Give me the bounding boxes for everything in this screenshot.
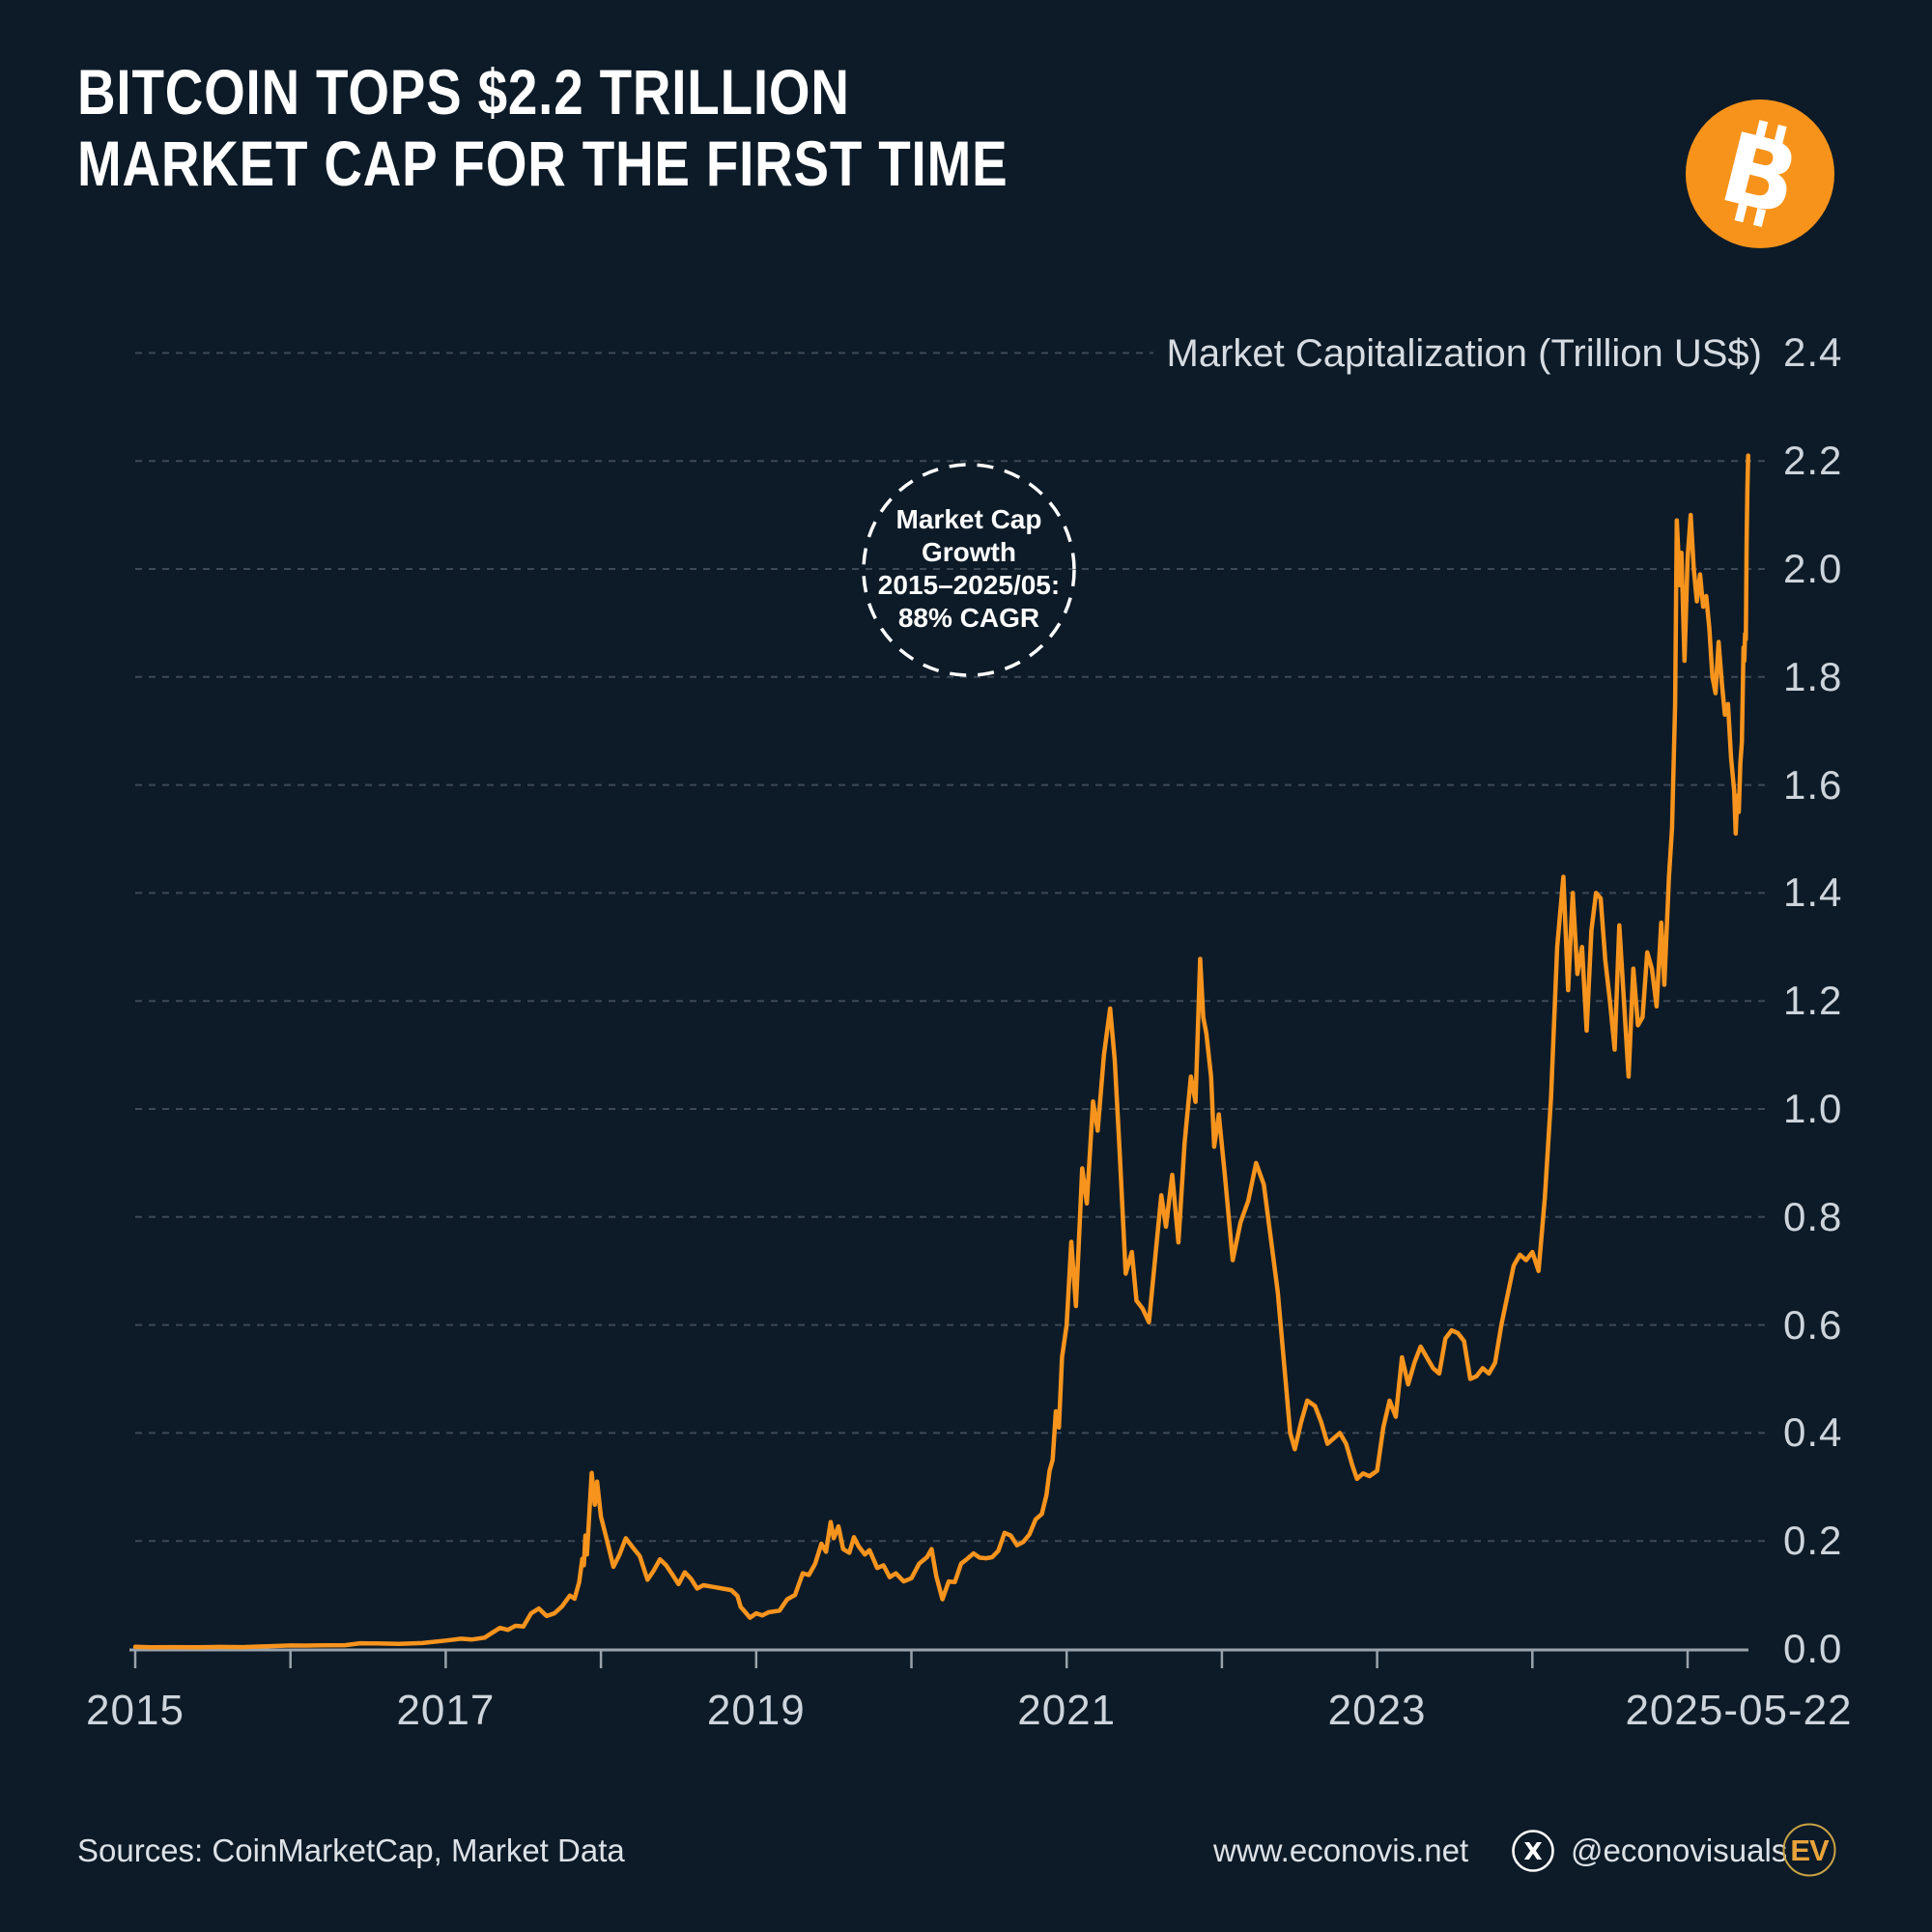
sources-note: Sources: CoinMarketCap, Market Data [77,1833,625,1868]
x-axis-label-2023: 2023 [1327,1687,1427,1734]
x-axis-label-2021: 2021 [1017,1687,1117,1734]
website-link[interactable]: www.econovis.net [1213,1833,1469,1868]
y-axis-label-0.6: 0.6 [1783,1301,1843,1348]
x-axis-label-2015: 2015 [86,1687,185,1734]
bitcoin-market-cap-line [132,453,1750,1650]
y-axis-label-0.8: 0.8 [1783,1193,1843,1239]
x-axis-label-2019: 2019 [706,1687,806,1734]
y-axis-label-1.8: 1.8 [1783,653,1843,699]
y-axis-label-2.4: 2.4 [1783,329,1843,376]
y-axis-label-0.0: 0.0 [1783,1626,1843,1671]
y-axis-label-1.4: 1.4 [1783,869,1843,916]
y-axis-label-0.2: 0.2 [1783,1518,1843,1564]
y-axis-label-2.2: 2.2 [1783,438,1843,484]
page-title-line1: BITCOIN TOPS $2.2 TRILLION [77,56,850,128]
x-axis-label-2025-05-22: 2025-05-22 [1625,1687,1853,1734]
y-axis-label-2.0: 2.0 [1783,546,1843,591]
annotation-line-3: 2015–2025/05: [877,570,1061,600]
page-title-line2: MARKET CAP FOR THE FIRST TIME [77,128,1009,199]
y-axis-label-0.4: 0.4 [1783,1409,1843,1456]
x-axis-label-2017: 2017 [396,1687,496,1734]
x-social-icon[interactable]: X [1511,1829,1555,1873]
annotation-line-1: Market Cap [895,504,1042,534]
page-title: BITCOIN TOPS $2.2 TRILLION MARKET CAP FO… [77,56,1008,199]
annotation-cagr-value: 88% CAGR [897,603,1040,633]
annotation-line-2: Growth [922,537,1016,567]
bitcoin-icon: B [1686,99,1834,248]
svg-text:EV: EV [1790,1833,1830,1867]
cagr-annotation: Market Cap Growth 2015–2025/05: 88% CAGR [814,503,1123,635]
bitcoin-glyph: B [1711,111,1809,239]
y-axis-title: Market Capitalization (Trillion US$) [1152,327,1776,381]
econovis-logo: EV [1782,1823,1836,1877]
y-axis-label-1.0: 1.0 [1783,1086,1843,1131]
y-axis-label-1.2: 1.2 [1783,978,1843,1024]
annotation-circle [862,463,1076,677]
y-axis-label-1.6: 1.6 [1783,761,1843,808]
svg-text:X: X [1523,1837,1542,1865]
social-handle-link[interactable]: @econovisuals [1571,1833,1788,1868]
